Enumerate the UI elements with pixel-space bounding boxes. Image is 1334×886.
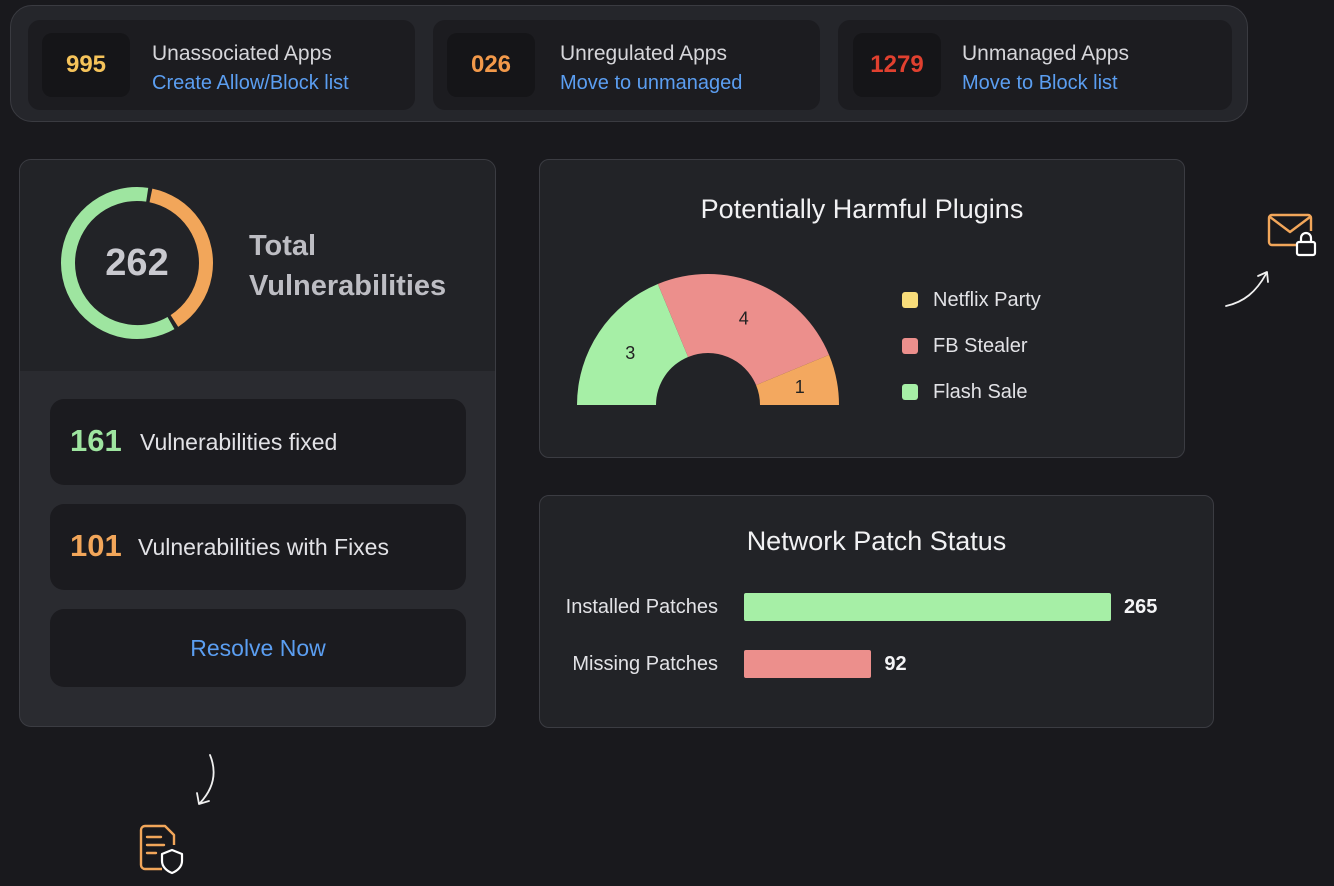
legend-label-netflix-party: Netflix Party (933, 288, 1041, 311)
slice-label-flash-sale: 3 (625, 343, 635, 363)
vulnerabilities-fixed-count: 161 (70, 423, 122, 458)
legend-label-fb-stealer: FB Stealer (933, 334, 1028, 357)
legend-item-netflix-party: Netflix Party (902, 288, 1041, 312)
vulnerabilities-fixed-row: 161 Vulnerabilities fixed (50, 399, 466, 485)
installed-patches-bar (744, 593, 1111, 621)
move-to-block-list-link[interactable]: Move to Block list (962, 72, 1118, 94)
unmanaged-apps-title: Unmanaged Apps (962, 42, 1129, 65)
unregulated-apps-card: 026 Unregulated Apps Move to unmanaged (433, 20, 820, 110)
total-vulnerabilities-title-line1: Total (249, 230, 317, 262)
mail-lock-icon (1267, 213, 1317, 257)
move-to-unmanaged-link[interactable]: Move to unmanaged (560, 72, 743, 94)
unassociated-apps-title: Unassociated Apps (152, 42, 332, 65)
unassociated-apps-card: 995 Unassociated Apps Create Allow/Block… (28, 20, 415, 110)
vulnerabilities-panel: 262 Total Vulnerabilities 161 Vulnerabil… (19, 159, 496, 727)
slice-fb-stealer (657, 274, 830, 386)
create-allow-block-list-link[interactable]: Create Allow/Block list (152, 72, 349, 94)
vulnerabilities-with-fixes-label: Vulnerabilities with Fixes (138, 534, 389, 560)
legend-swatch-fb-stealer (902, 338, 918, 354)
ring-with-fixes-segment (61, 187, 213, 339)
vulnerabilities-with-fixes-count: 101 (70, 528, 122, 563)
legend-item-fb-stealer: FB Stealer (902, 334, 1027, 358)
legend-label-flash-sale: Flash Sale (933, 380, 1028, 403)
resolve-now-button[interactable]: Resolve Now (50, 609, 466, 687)
slice-netflix-party (756, 354, 839, 405)
vulnerabilities-fixed-label: Vulnerabilities fixed (140, 429, 338, 455)
down-arrow-icon (196, 754, 215, 805)
total-vulnerabilities-value: 262 (105, 241, 169, 284)
total-vulnerabilities-title: Total Vulnerabilities (249, 226, 489, 306)
slice-label-netflix-party: 1 (795, 377, 805, 397)
total-vulnerabilities-title-line2: Vulnerabilities (249, 270, 447, 302)
slice-label-fb-stealer: 4 (739, 309, 749, 329)
unmanaged-apps-count: 1279 (853, 33, 941, 97)
unmanaged-apps-card: 1279 Unmanaged Apps Move to Block list (838, 20, 1232, 110)
installed-patches-value: 265 (1124, 596, 1158, 618)
vulnerabilities-donut: 262 (60, 186, 214, 340)
network-patch-title: Network Patch Status (746, 526, 1007, 556)
legend-item-flash-sale: Flash Sale (902, 380, 1028, 404)
slice-flash-sale (577, 283, 689, 405)
harmful-plugins-title: Potentially Harmful Plugins (700, 194, 1024, 224)
app-summary-strip: 995 Unassociated Apps Create Allow/Block… (10, 5, 1248, 122)
unassociated-apps-count: 995 (42, 33, 130, 97)
network-patch-panel: Network Patch Status Installed Patches 2… (539, 495, 1214, 728)
legend-swatch-netflix-party (902, 292, 918, 308)
harmful-plugins-panel: Potentially Harmful Plugins 3 4 1 Netflix … (539, 159, 1185, 458)
vulnerabilities-header: 262 Total Vulnerabilities (20, 160, 495, 371)
installed-patches-label: Installed Patches (565, 596, 718, 618)
missing-patches-bar (744, 650, 872, 678)
unregulated-apps-count: 026 (447, 33, 535, 97)
document-shield-icon (139, 824, 184, 875)
vulnerabilities-donut-ring (61, 187, 213, 339)
curved-arrow-icon (1225, 271, 1269, 307)
missing-patches-label: Missing Patches (572, 653, 718, 675)
unregulated-apps-title: Unregulated Apps (560, 42, 727, 65)
vulnerabilities-with-fixes-row: 101 Vulnerabilities with Fixes (50, 504, 466, 590)
missing-patches-value: 92 (884, 653, 907, 675)
legend-swatch-flash-sale (902, 384, 918, 400)
ring-fixed-segment (61, 187, 213, 339)
harmful-plugins-chart: 3 4 1 (577, 274, 839, 405)
